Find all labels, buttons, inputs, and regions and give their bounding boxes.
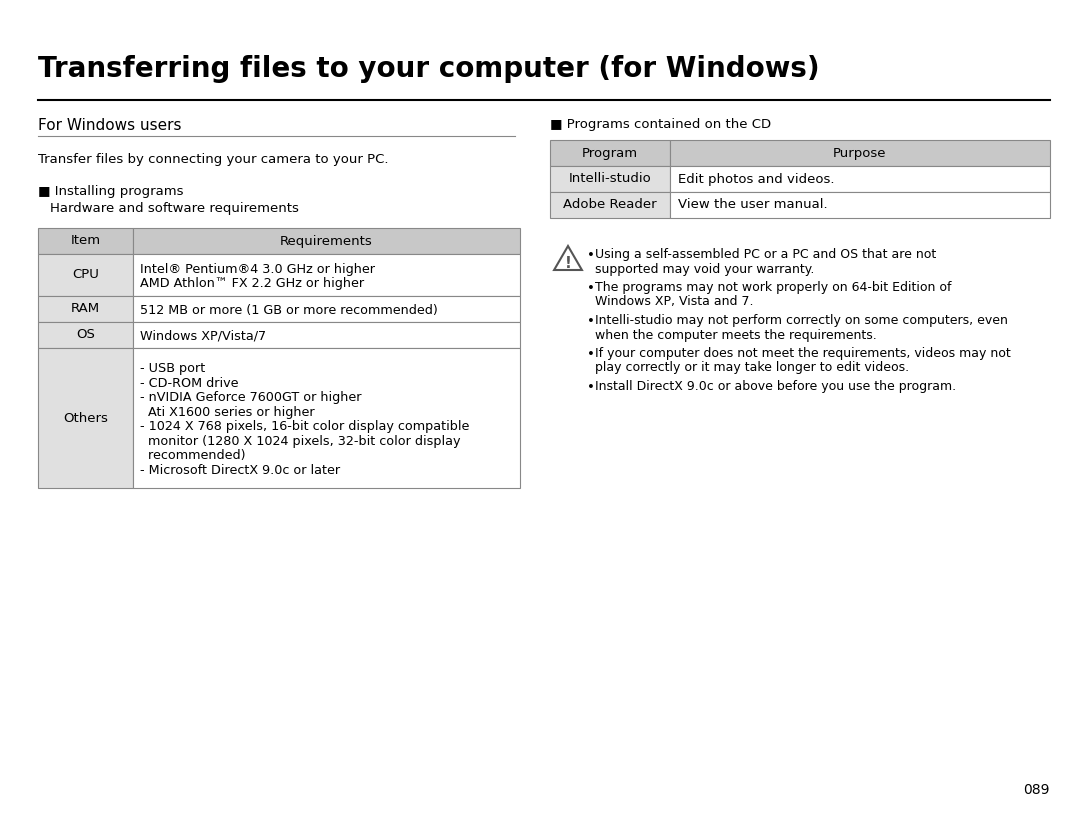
Text: Purpose: Purpose bbox=[834, 147, 887, 160]
Bar bbox=[670, 166, 1050, 192]
Text: •: • bbox=[588, 315, 595, 328]
Bar bbox=[550, 140, 670, 166]
Text: monitor (1280 X 1024 pixels, 32-bit color display: monitor (1280 X 1024 pixels, 32-bit colo… bbox=[140, 434, 460, 447]
Text: - Microsoft DirectX 9.0c or later: - Microsoft DirectX 9.0c or later bbox=[140, 464, 340, 477]
Text: •: • bbox=[588, 348, 595, 361]
Text: For Windows users: For Windows users bbox=[38, 118, 181, 133]
Text: •: • bbox=[588, 249, 595, 262]
Text: - nVIDIA Geforce 7600GT or higher: - nVIDIA Geforce 7600GT or higher bbox=[140, 391, 362, 404]
Bar bbox=[133, 348, 519, 488]
Text: Item: Item bbox=[70, 235, 100, 248]
Text: Intelli-studio may not perform correctly on some computers, even: Intelli-studio may not perform correctly… bbox=[595, 314, 1008, 327]
Text: recommended): recommended) bbox=[140, 449, 245, 462]
Bar bbox=[38, 348, 133, 488]
Text: OS: OS bbox=[76, 328, 95, 341]
Text: Intel® Pentium®4 3.0 GHz or higher: Intel® Pentium®4 3.0 GHz or higher bbox=[140, 262, 375, 275]
Text: when the computer meets the requirements.: when the computer meets the requirements… bbox=[595, 328, 877, 341]
Text: play correctly or it may take longer to edit videos.: play correctly or it may take longer to … bbox=[595, 362, 909, 375]
Text: Transferring files to your computer (for Windows): Transferring files to your computer (for… bbox=[38, 55, 820, 83]
Bar bbox=[38, 228, 133, 254]
Text: ■ Installing programs: ■ Installing programs bbox=[38, 185, 184, 198]
Text: Windows XP, Vista and 7.: Windows XP, Vista and 7. bbox=[595, 296, 754, 309]
Bar bbox=[133, 296, 519, 322]
Bar bbox=[133, 254, 519, 296]
Text: Edit photos and videos.: Edit photos and videos. bbox=[678, 173, 835, 186]
Text: •: • bbox=[588, 381, 595, 394]
Text: - CD-ROM drive: - CD-ROM drive bbox=[140, 377, 239, 390]
Text: 512 MB or more (1 GB or more recommended): 512 MB or more (1 GB or more recommended… bbox=[140, 304, 437, 317]
Text: 089: 089 bbox=[1024, 783, 1050, 797]
Text: supported may void your warranty.: supported may void your warranty. bbox=[595, 262, 814, 275]
Text: View the user manual.: View the user manual. bbox=[678, 199, 827, 212]
Text: If your computer does not meet the requirements, videos may not: If your computer does not meet the requi… bbox=[595, 347, 1011, 360]
Text: Adobe Reader: Adobe Reader bbox=[563, 199, 657, 212]
Text: Others: Others bbox=[63, 412, 108, 425]
Text: The programs may not work properly on 64-bit Edition of: The programs may not work properly on 64… bbox=[595, 281, 951, 294]
Text: !: ! bbox=[565, 257, 571, 271]
Text: - USB port: - USB port bbox=[140, 362, 205, 375]
Text: Transfer files by connecting your camera to your PC.: Transfer files by connecting your camera… bbox=[38, 153, 389, 166]
Bar bbox=[38, 254, 133, 296]
Text: Program: Program bbox=[582, 147, 638, 160]
Text: Install DirectX 9.0c or above before you use the program.: Install DirectX 9.0c or above before you… bbox=[595, 380, 956, 393]
Text: Intelli-studio: Intelli-studio bbox=[569, 173, 651, 186]
Text: AMD Athlon™ FX 2.2 GHz or higher: AMD Athlon™ FX 2.2 GHz or higher bbox=[140, 277, 364, 290]
Text: Using a self-assembled PC or a PC and OS that are not: Using a self-assembled PC or a PC and OS… bbox=[595, 248, 936, 261]
Bar bbox=[38, 322, 133, 348]
Text: RAM: RAM bbox=[71, 302, 100, 315]
Bar bbox=[550, 192, 670, 218]
Bar bbox=[133, 322, 519, 348]
Text: Windows XP/Vista/7: Windows XP/Vista/7 bbox=[140, 330, 266, 343]
Text: CPU: CPU bbox=[72, 268, 99, 281]
Text: Hardware and software requirements: Hardware and software requirements bbox=[50, 202, 299, 215]
Bar bbox=[670, 140, 1050, 166]
Text: Ati X1600 series or higher: Ati X1600 series or higher bbox=[140, 406, 314, 419]
Bar bbox=[133, 228, 519, 254]
Bar bbox=[550, 166, 670, 192]
Text: - 1024 X 768 pixels, 16-bit color display compatible: - 1024 X 768 pixels, 16-bit color displa… bbox=[140, 421, 470, 434]
Text: •: • bbox=[588, 282, 595, 295]
Bar bbox=[670, 192, 1050, 218]
Text: Requirements: Requirements bbox=[280, 235, 373, 248]
Bar bbox=[38, 296, 133, 322]
Text: ■ Programs contained on the CD: ■ Programs contained on the CD bbox=[550, 118, 771, 131]
